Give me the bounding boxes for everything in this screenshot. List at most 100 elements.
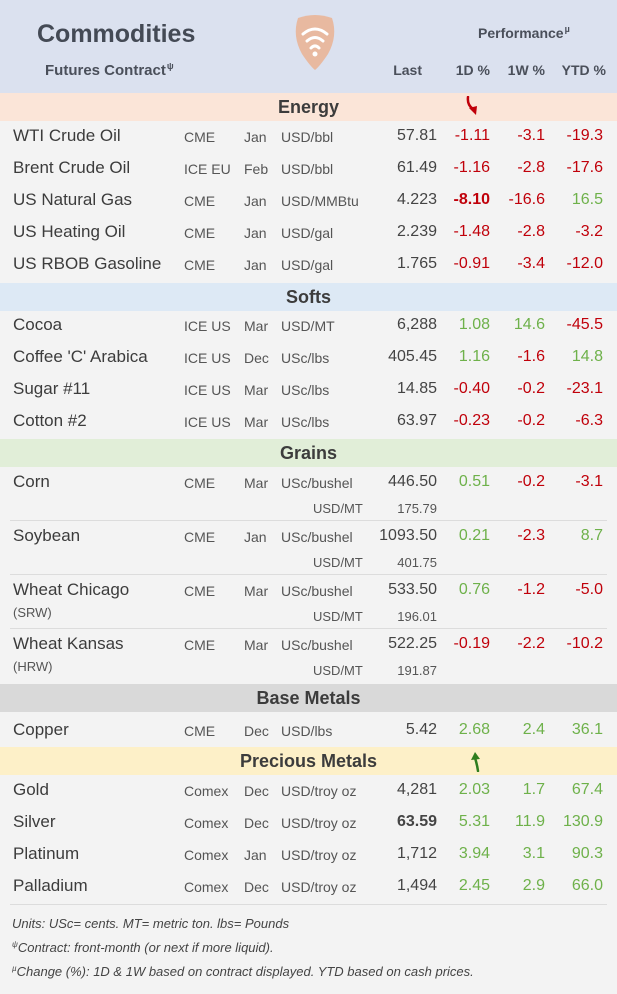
row-divider <box>10 520 607 521</box>
exchange: ICE US <box>184 318 231 334</box>
section-grains: Grains <box>0 439 617 467</box>
change-ytd: 36.1 <box>571 721 603 738</box>
price-unit: USD/troy oz <box>281 847 357 863</box>
price-unit: USc/bushel <box>281 637 353 653</box>
change-1w: -1.2 <box>517 581 545 598</box>
table-row: US Natural Gas CME Jan USD/MMBtu 4.223 -8.10 -… <box>0 185 617 217</box>
section-energy: Energy <box>0 93 617 121</box>
price-unit: USD/gal <box>281 225 334 241</box>
change-1w: -0.2 <box>517 412 545 429</box>
change-ytd: 67.4 <box>571 781 603 798</box>
contract-month: Jan <box>244 847 267 863</box>
table-row: Soybean CME Jan USc/bushel 1093.50 USD/MT 401.… <box>0 521 617 575</box>
change-1d: 0.76 <box>458 581 490 598</box>
contract-month: Mar <box>244 318 269 334</box>
table-row: Palladium Comex Dec USD/troy oz 1,494 2.45 2.9… <box>0 871 617 903</box>
commodity-variety: (HRW) <box>13 659 53 674</box>
commodity-name: US Natural Gas <box>13 190 133 209</box>
price-unit: USD/troy oz <box>281 815 357 831</box>
section-softs: Softs <box>0 283 617 311</box>
price-unit: USD/lbs <box>281 723 333 739</box>
col-1d: 1D % <box>455 62 490 78</box>
contract-month: Mar <box>244 382 269 398</box>
change-1d: 0.21 <box>458 527 490 544</box>
table-row: Silver Comex Dec USD/troy oz 63.59 5.31 11.9 13… <box>0 807 617 839</box>
contract-month: Jan <box>244 257 267 273</box>
performance-mark: µ <box>564 24 570 34</box>
change-1d: -1.48 <box>453 223 490 240</box>
change-ytd: -45.5 <box>566 316 603 333</box>
change-ytd: -5.0 <box>575 581 603 598</box>
table-row: Wheat Chicago (SRW) CME Mar USc/bushel 533.50… <box>0 575 617 629</box>
exchange: CME <box>184 637 216 653</box>
commodity-name: Copper <box>13 720 69 739</box>
change-1d: 1.16 <box>458 348 490 365</box>
change-1d: -0.91 <box>453 255 490 272</box>
arrow-up-icon <box>471 752 480 772</box>
last-price: 1.765 <box>396 255 437 272</box>
commodity-name: Sugar #11 <box>13 379 91 398</box>
price-unit: USD/bbl <box>281 161 334 177</box>
exchange: Comex <box>184 847 229 863</box>
header: Commodities Futures Contractψ Performanc… <box>0 0 617 93</box>
change-ytd: 66.0 <box>571 877 603 894</box>
change-1d: -0.23 <box>453 412 490 429</box>
change-ytd: 90.3 <box>571 845 603 862</box>
change-1w: -1.6 <box>517 348 545 365</box>
last-price-alt: 401.75 <box>397 555 437 570</box>
contract-month: Mar <box>244 637 269 653</box>
last-price: 522.25 <box>388 635 437 652</box>
last-price: 63.59 <box>396 813 437 830</box>
table-row: Cocoa ICE US Mar USD/MT 6,288 1.08 14.6 -45.5 <box>0 310 617 342</box>
commodity-name: Soybean <box>13 526 81 545</box>
table-row: Wheat Kansas (HRW) CME Mar USc/bushel 522.25 U… <box>0 629 617 683</box>
commodity-name: Brent Crude Oil <box>13 158 131 177</box>
subtitle-mark: ψ <box>166 61 174 71</box>
contract-month: Mar <box>244 414 269 430</box>
last-price: 61.49 <box>396 159 437 176</box>
commodity-name: Gold <box>13 780 49 799</box>
contract-month: Dec <box>244 350 269 366</box>
change-1d: -1.11 <box>454 127 490 144</box>
last-price: 5.42 <box>405 721 437 738</box>
change-ytd: -19.3 <box>566 127 603 144</box>
contract-month: Jan <box>244 129 267 145</box>
change-1d: -1.16 <box>453 159 490 176</box>
last-price: 4,281 <box>396 781 437 798</box>
change-1w: 1.7 <box>522 781 545 798</box>
section-base-metals: Base Metals <box>0 684 617 712</box>
note-contract-mark: ψ <box>12 940 18 949</box>
exchange: CME <box>184 225 216 241</box>
price-unit: USc/bushel <box>281 583 353 599</box>
exchange: CME <box>184 475 216 491</box>
commodity-name: Platinum <box>13 844 80 863</box>
commodity-name: Cotton #2 <box>13 411 87 430</box>
signal-logo-icon <box>295 15 335 70</box>
contract-month: Dec <box>244 783 269 799</box>
commodity-name: Palladium <box>13 876 88 895</box>
contract-month: Dec <box>244 815 269 831</box>
price-unit-alt: USD/MT <box>313 663 363 678</box>
last-price-alt: 196.01 <box>397 609 437 624</box>
table-row: Corn CME Mar USc/bushel 446.50 USD/MT 175.79 0.… <box>0 467 617 521</box>
last-price: 446.50 <box>388 473 437 490</box>
note-change-text: Change (%): 1D & 1W based on contract di… <box>16 964 474 979</box>
exchange: CME <box>184 723 216 739</box>
price-unit: USD/gal <box>281 257 334 273</box>
table-row: Coffee 'C' Arabica ICE US Dec USc/lbs 405.45… <box>0 342 617 374</box>
price-unit: USc/lbs <box>281 382 330 398</box>
table-row: Sugar #11 ICE US Mar USc/lbs 14.85 -0.40 -0.2 -… <box>0 374 617 406</box>
exchange: CME <box>184 129 216 145</box>
price-unit: USD/MT <box>281 318 335 334</box>
change-1w: -2.2 <box>517 635 545 652</box>
table-row: Gold Comex Dec USD/troy oz 4,281 2.03 1.7 67.4 <box>0 775 617 807</box>
exchange: Comex <box>184 783 229 799</box>
change-1d: 2.68 <box>458 721 490 738</box>
change-1d: 2.45 <box>458 877 490 894</box>
change-1w: 11.9 <box>515 813 545 830</box>
price-unit-alt: USD/MT <box>313 501 363 516</box>
change-1d: -0.40 <box>453 380 490 397</box>
exchange: ICE EU <box>184 161 231 177</box>
change-ytd: -6.3 <box>575 412 603 429</box>
change-ytd: 16.5 <box>571 191 603 208</box>
